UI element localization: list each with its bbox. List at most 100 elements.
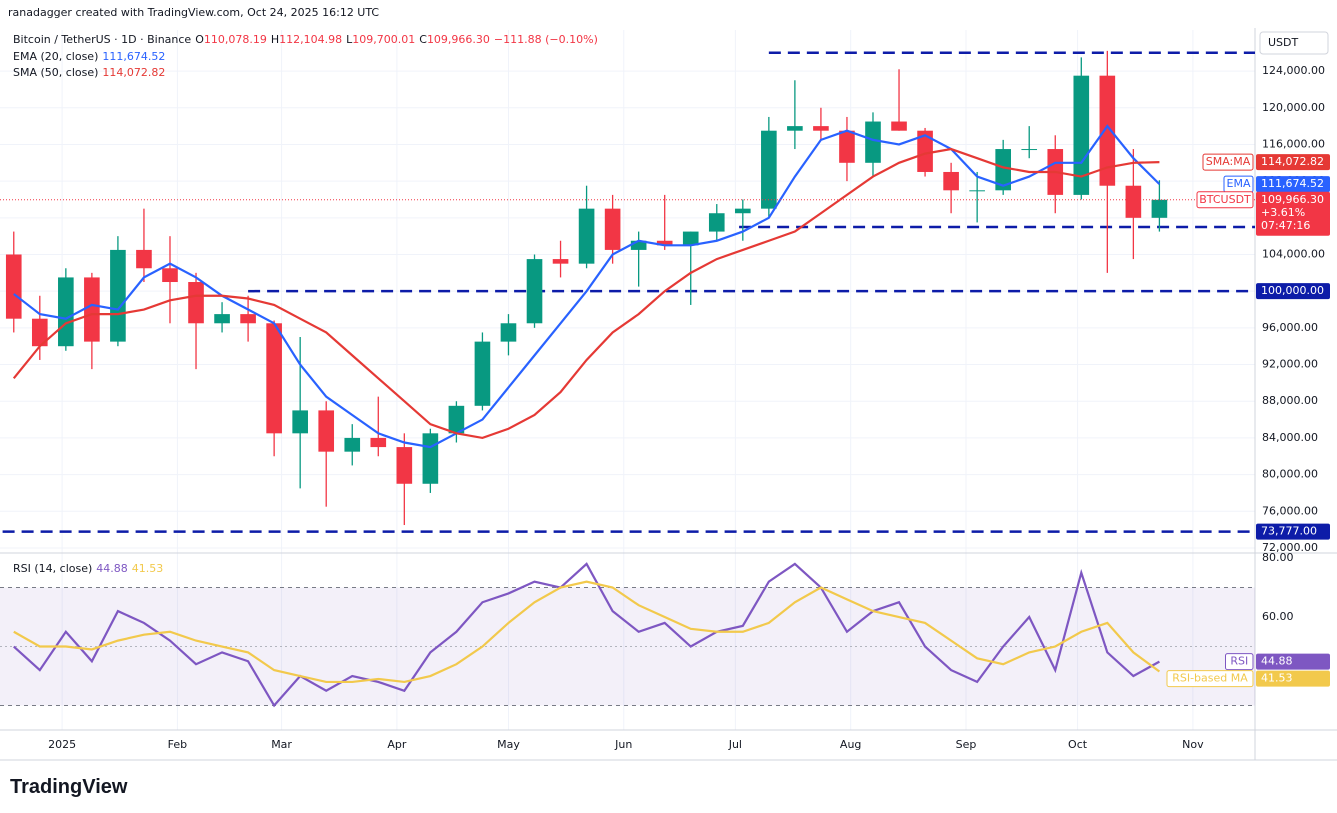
level-label: 73,777.00 <box>1261 525 1317 538</box>
price-change: +3.61% <box>1261 206 1305 219</box>
candle-body <box>1125 185 1142 218</box>
level-label: 100,000.00 <box>1261 284 1324 297</box>
candle-body <box>787 126 803 131</box>
x-tick-label: May <box>497 738 520 751</box>
y-tick-label: 124,000.00 <box>1262 64 1325 77</box>
level-badge <box>1256 283 1330 300</box>
candle-body <box>214 314 230 324</box>
x-tick-label: Jun <box>614 738 632 751</box>
candle-body <box>31 318 48 347</box>
y-tick-label: 88,000.00 <box>1262 394 1318 407</box>
indicator-name: RSI (14, close) <box>13 562 93 575</box>
candle-body <box>1021 149 1038 151</box>
x-tick-label: Jul <box>728 738 742 751</box>
level-badge <box>1256 523 1330 540</box>
badge-value: 41.53 <box>1261 672 1293 685</box>
candle-body <box>292 410 308 434</box>
price-legend: Bitcoin / TetherUS · 1D · Binance O110,07… <box>13 33 602 46</box>
y-tick-label: 96,000.00 <box>1262 321 1318 334</box>
candle-body <box>5 254 22 319</box>
y-tick-label: 60.00 <box>1262 610 1294 623</box>
badge-value: 109,966.30 <box>1261 193 1324 206</box>
candle-body <box>917 130 933 172</box>
ohlc-value: 112,104.98 <box>279 33 343 46</box>
ohlc-value: 109,700.01 <box>352 33 416 46</box>
candle-body <box>84 277 100 342</box>
candle-body <box>891 121 907 131</box>
indicator-line <box>12 147 1160 440</box>
indicator-line <box>13 124 1161 449</box>
x-tick-label: Mar <box>271 738 292 751</box>
indicator-value: 44.88 <box>96 562 128 575</box>
x-tick-label: Feb <box>168 738 187 751</box>
y-tick-label: 92,000.00 <box>1262 358 1318 371</box>
y-tick-label: 104,000.00 <box>1262 248 1325 261</box>
candle-body <box>813 126 829 131</box>
candle-body <box>266 323 282 434</box>
ohlc-prefix: C <box>419 33 427 46</box>
candle-body <box>500 323 517 342</box>
badge-label: EMA <box>1227 177 1251 190</box>
badge-label-box <box>1225 653 1254 671</box>
badge-label: RSI-based MA <box>1172 672 1248 685</box>
badge-box <box>1256 653 1330 670</box>
y-tick-label: 80,000.00 <box>1262 468 1318 481</box>
sma-legend: SMA (50, close) 114,072.82 <box>13 66 169 79</box>
ohlc-prefix: L <box>346 33 353 46</box>
logo: ⁠TradingView <box>10 776 127 799</box>
badge-box <box>1256 191 1330 236</box>
y-tick-label: 76,000.00 <box>1262 504 1318 517</box>
candle-body <box>656 240 673 246</box>
candle-body <box>943 171 959 191</box>
candle-body <box>58 277 74 347</box>
currency: USDT <box>1268 36 1299 49</box>
badge-label: SMA:MA <box>1206 155 1251 168</box>
candle-body <box>110 249 126 342</box>
indicator-name: EMA (20, close) <box>13 50 99 63</box>
candle-body <box>552 259 569 264</box>
candle-body <box>136 249 152 269</box>
indicator-line <box>13 562 1160 708</box>
indicator-line <box>13 580 1161 684</box>
badge-label-box <box>1202 153 1254 171</box>
badge-label: RSI <box>1230 655 1248 668</box>
x-tick-label: Sep <box>956 738 977 751</box>
badge-box <box>1256 154 1330 171</box>
badge-label-box <box>1166 670 1254 688</box>
candle-body <box>734 208 751 214</box>
x-tick-label: Apr <box>387 738 407 751</box>
candle-body <box>1073 75 1090 195</box>
candle-body <box>995 149 1011 191</box>
badge-box <box>1256 176 1330 193</box>
candle-body <box>474 341 491 406</box>
candle-body <box>708 213 725 232</box>
candle-body <box>1151 199 1168 218</box>
countdown: 07:47:16 <box>1261 219 1310 232</box>
candle-body <box>448 405 465 434</box>
candle-body <box>422 433 439 484</box>
candle-body <box>370 437 387 448</box>
badge-label: BTCUSDT <box>1199 193 1251 206</box>
logo-text: TradingView <box>10 776 128 798</box>
price-change: −111.88 (−0.10%) <box>493 33 598 46</box>
candle-body <box>162 268 178 283</box>
badge-value: 44.88 <box>1261 655 1293 668</box>
ohlc-prefix: H <box>270 33 280 46</box>
y-tick-label: 120,000.00 <box>1262 101 1325 114</box>
candle-body <box>240 314 256 324</box>
credit: ranadagger created with TradingView.com,… <box>8 6 379 19</box>
ohlc-value: 110,078.19 <box>203 33 267 46</box>
x-tick-label: Aug <box>840 738 861 751</box>
ohlc-value: 109,966.30 <box>426 33 490 46</box>
candle-body <box>839 130 855 163</box>
y-tick-label: 80.00 <box>1262 551 1294 564</box>
indicator-name: SMA (50, close) <box>13 66 99 79</box>
candle-body <box>396 447 413 484</box>
indicator-value: 41.53 <box>131 562 164 575</box>
badge-label-box <box>1196 191 1254 209</box>
symbol-title: Bitcoin / TetherUS · 1D · Binance <box>13 33 192 46</box>
y-tick-label: 72,000.00 <box>1262 541 1318 554</box>
